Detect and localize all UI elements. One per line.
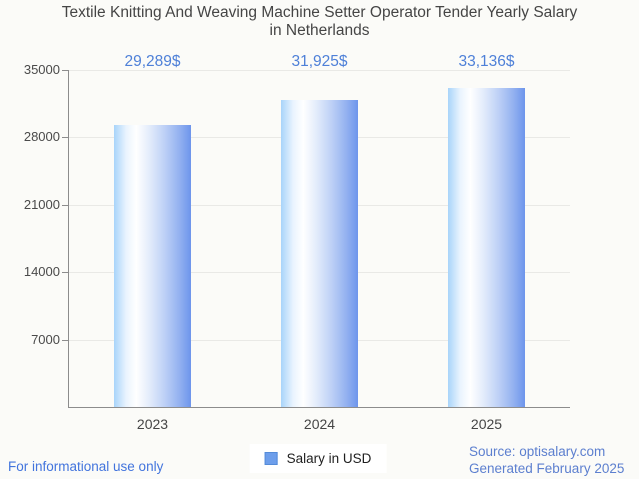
bar [448,87,525,407]
source-link[interactable]: Source: optisalary.com [469,444,606,459]
bar [114,125,191,407]
x-axis-tick-label: 2023 [136,416,169,432]
y-axis-labels: 7000 14000 21000 28000 35000 [0,63,60,407]
legend: Salary in USD [249,444,387,473]
chart-title-line2: in Netherlands [269,22,370,39]
y-axis-tick-label: 21000 [23,196,60,212]
x-axis-tick-label: 2024 [303,416,336,432]
source-block: Source: optisalary.com Generated Februar… [469,444,624,477]
bar-value-label: 29,289$ [124,53,181,70]
y-axis-tick [62,272,69,274]
y-axis-tick [62,137,69,139]
legend-label: Salary in USD [286,451,372,466]
bar [281,99,358,407]
disclaimer-text: For informational use only [8,459,164,474]
y-axis-tick-label: 28000 [23,129,60,145]
bar-value-label: 33,136$ [458,53,515,70]
generated-text: Generated February 2025 [469,460,625,476]
y-axis-tick [62,339,69,341]
y-axis-tick-label: 7000 [31,331,60,347]
bars-layer: 29,289$ 2023 31,925$ 2024 33,136$ 2025 [69,53,570,432]
y-axis-tick [62,70,69,71]
x-axis-tick-label: 2025 [470,416,503,432]
y-axis-tick-label: 14000 [23,264,60,280]
legend-swatch-icon [264,452,278,465]
plot-area: 29,289$ 2023 31,925$ 2024 33,136$ 2025 [62,53,570,432]
gridline [69,70,570,71]
bar-value-label: 31,925$ [291,53,348,70]
y-axis-tick [62,204,69,206]
chart-title-line1: Textile Knitting And Weaving Machine Set… [61,4,578,21]
chart-title: Textile Knitting And Weaving Machine Set… [0,4,639,40]
y-axis-tick-label: 35000 [23,62,60,77]
